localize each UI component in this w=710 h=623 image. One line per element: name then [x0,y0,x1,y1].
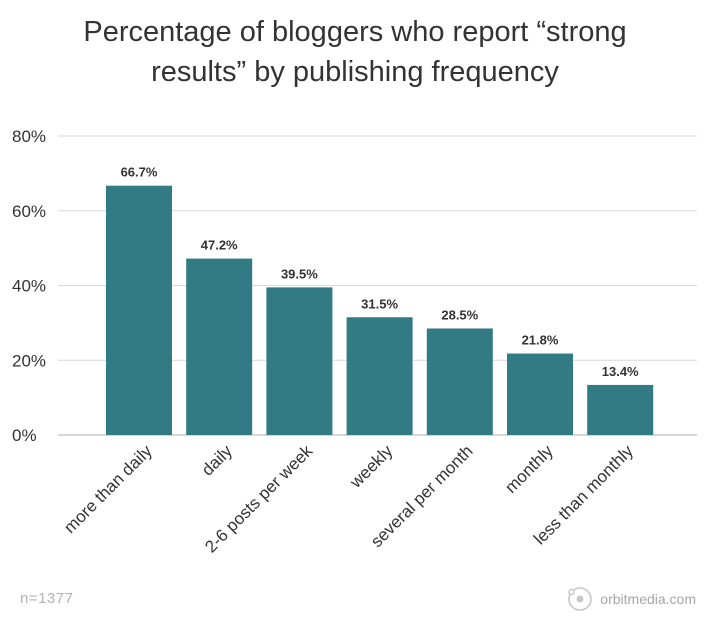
y-tick-label: 40% [12,277,46,296]
chart-title-line-1: Percentage of bloggers who report “stron… [83,16,627,48]
bar [507,353,573,435]
orbit-logo-icon [568,587,593,611]
y-tick-label: 0% [12,426,37,445]
chart-title: Percentage of bloggers who report “stron… [0,12,710,92]
bar [587,384,654,435]
y-tick-label: 20% [12,351,46,370]
x-tick-label: more than daily [60,441,156,537]
x-tick-label: daily [198,441,237,480]
data-label: 21.8% [522,333,559,348]
bar [106,185,172,435]
data-label: 13.4% [602,364,639,379]
data-label: 31.5% [361,296,398,311]
bar [186,258,253,435]
data-label: 66.7% [121,165,158,180]
data-label: 47.2% [201,238,238,253]
x-tick-label: monthly [501,441,557,497]
sample-size-note: n=1377 [20,590,74,607]
brand-watermark: orbitmedia.com [566,584,696,614]
y-tick-label: 60% [12,202,46,221]
x-tick-label: weekly [346,441,397,492]
chart-title-line-2: results” by publishing frequency [151,56,559,88]
bar [266,287,333,435]
bar [346,317,413,435]
bar [426,328,493,435]
data-label: 28.5% [441,307,478,322]
brand-text: orbitmedia.com [600,591,696,607]
data-label: 39.5% [281,266,318,281]
y-tick-label: 80% [12,127,46,146]
